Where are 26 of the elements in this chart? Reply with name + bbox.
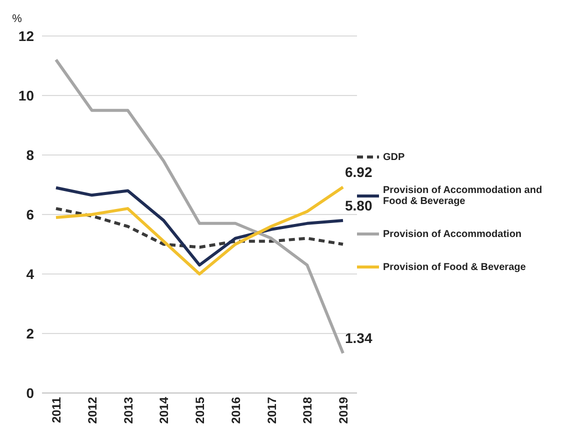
line-series [54,207,344,249]
legend-label: Provision of Accommodation and Food & Beverage [383,184,544,206]
y-tick-label: 12 [18,28,34,44]
y-tick-label: 8 [26,146,34,163]
x-tick-label: 2011 [50,396,64,424]
legend-label: GDP [383,152,405,162]
x-tick-label: 2018 [300,396,315,424]
legend-label: Provision of Accommodation [383,228,522,240]
data-label: 1.34 [345,330,372,346]
data-label: 5.80 [345,197,372,214]
x-tick-label: 2013 [121,396,136,424]
x-tick-label: 2016 [228,396,243,424]
y-tick-label: 4 [26,266,34,282]
data-label: 6.92 [345,164,372,180]
y-tick-label: 2 [26,325,34,342]
x-tick-label: 2017 [264,396,279,424]
x-tick-label: 2015 [193,396,208,424]
x-tick-label: 2012 [85,396,100,424]
y-axis-title: % [12,13,22,25]
line-series [54,58,344,355]
y-tick-label: 6 [26,206,34,222]
legend-label: Provision of Food & Beverage [383,262,526,272]
x-tick-label: 2014 [157,396,172,424]
y-tick-label: 0 [26,384,34,401]
y-tick-label: 10 [18,87,34,104]
x-tick-label: 2019 [336,396,351,424]
